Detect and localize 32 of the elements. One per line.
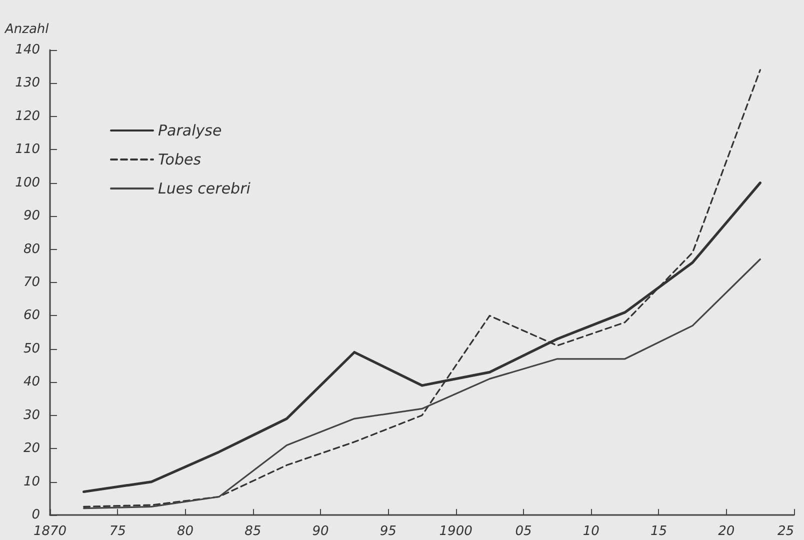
y-tick-label: 60: [23, 308, 40, 324]
y-tick-label: 90: [23, 208, 40, 224]
x-tick-label: 1900: [439, 524, 472, 539]
y-axis-title: Anzahl: [4, 22, 50, 37]
y-tick-label: 100: [15, 175, 40, 190]
y-tick-label: 40: [23, 374, 40, 390]
legend-label: Tobes: [158, 150, 202, 168]
y-tick-label: 120: [15, 108, 40, 124]
y-tick-label: 110: [15, 142, 40, 158]
y-tick-label: 80: [23, 242, 40, 257]
x-tick-label: 25: [777, 524, 794, 539]
y-tick-label: 20: [23, 441, 40, 456]
x-tick-label: 95: [380, 524, 396, 539]
y-tick-label: 70: [23, 275, 40, 290]
x-tick-label: 15: [650, 524, 667, 539]
y-tick-label: 130: [15, 76, 40, 91]
x-tick-label: 05: [515, 524, 532, 539]
y-tick-label: 30: [23, 408, 40, 423]
x-tick-label: 20: [718, 524, 735, 539]
x-tick-label: 90: [312, 524, 329, 539]
y-tick-label: 0: [32, 508, 40, 522]
legend-label: Paralyse: [158, 122, 222, 140]
legend-label: Lues cerebri: [158, 180, 252, 198]
y-tick-label: 10: [23, 474, 40, 490]
x-tick-label: 85: [244, 524, 262, 539]
x-tick-label: 75: [109, 524, 126, 539]
y-tick-label: 140: [15, 42, 40, 58]
x-tick-label: 1870: [33, 524, 67, 539]
line-series: [83, 69, 761, 508]
x-tick-label: 80: [177, 524, 194, 539]
y-tick-label: 50: [23, 341, 40, 356]
x-tick-label: 10: [582, 524, 600, 539]
